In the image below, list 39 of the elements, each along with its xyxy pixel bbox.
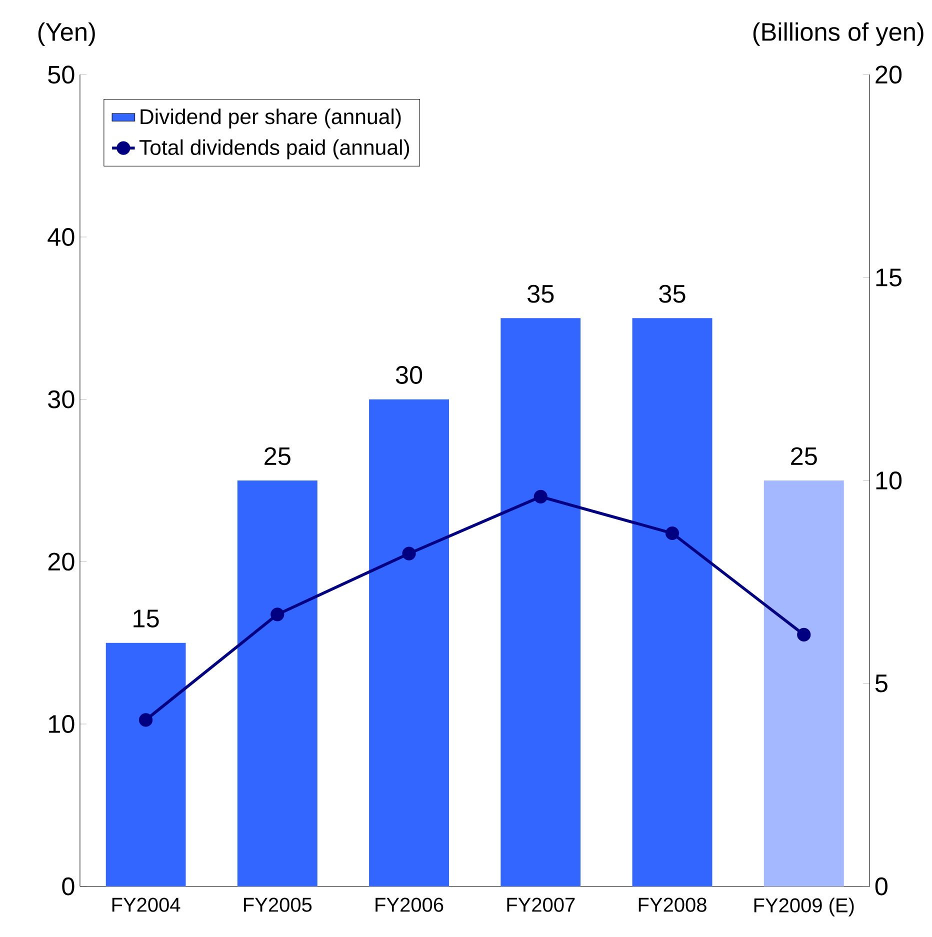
y-tick-label: 20 (48, 552, 74, 571)
x-tick-label: FY2007 (507, 898, 575, 912)
bar (500, 318, 581, 886)
data-label: 25 (264, 447, 291, 466)
y2-tick-label: 20 (876, 66, 902, 84)
y-tick-label: 10 (49, 715, 74, 733)
data-label: 35 (659, 284, 686, 303)
legend-label: Total dividends paid (annual) (140, 139, 410, 160)
y-tick-label: 50 (48, 66, 74, 84)
y2-tick-label: 0 (876, 877, 888, 896)
y2-tick-label: 10 (876, 472, 902, 490)
bar (764, 480, 844, 886)
data-label: 30 (396, 366, 422, 384)
y2-tick-label: 5 (876, 674, 888, 692)
y-axis-title: (Yen) (38, 22, 96, 46)
y-tick-label: 0 (62, 877, 74, 896)
data-label: 25 (791, 447, 818, 466)
point (666, 526, 680, 540)
point (797, 628, 811, 642)
bar (369, 399, 450, 886)
x-tick-label: FY2005 (244, 898, 312, 912)
y-tick-label: 30 (48, 390, 74, 408)
data-label: 35 (528, 284, 554, 303)
point (402, 546, 416, 560)
bar (106, 642, 186, 886)
y-tick-label: 40 (48, 228, 74, 246)
x-tick-label: FY2004 (112, 898, 180, 912)
point (534, 490, 548, 504)
legend-label: Dividend per share (annual) (140, 108, 401, 128)
bar (238, 480, 318, 886)
x-tick-label: FY2008 (639, 898, 707, 912)
x-tick-label: FY2009 (E) (754, 898, 854, 916)
data-label: 15 (134, 610, 159, 628)
y2-axis-title: (Billions of yen) (754, 22, 924, 46)
y2-tick-label: 15 (876, 268, 902, 286)
point (270, 608, 284, 622)
x-tick-label: FY2006 (376, 898, 444, 912)
bar (632, 318, 712, 886)
point (139, 713, 153, 727)
